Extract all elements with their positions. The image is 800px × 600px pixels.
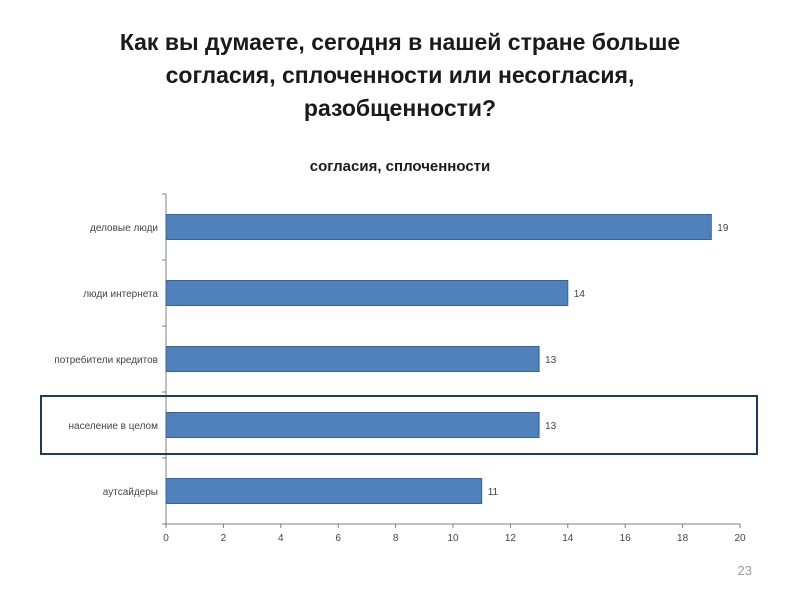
data-label: 19 <box>717 223 729 234</box>
data-label: 11 <box>488 487 499 498</box>
slide-title: Как вы думаете, сегодня в нашей стране б… <box>40 26 760 125</box>
bar <box>165 412 540 438</box>
x-tick-label: 10 <box>447 533 459 544</box>
slide-title-line-3: разобщенности? <box>303 95 497 121</box>
slide-title-line-1: Как вы думаете, сегодня в нашей стране б… <box>119 29 681 55</box>
category-label: деловые люди <box>90 223 158 234</box>
bar <box>165 280 569 306</box>
data-label: 13 <box>545 355 557 366</box>
data-label: 14 <box>574 289 586 300</box>
x-tick-label: 14 <box>562 533 574 544</box>
highlight-frame <box>40 395 758 455</box>
x-tick-label: 4 <box>278 533 284 544</box>
x-tick-label: 12 <box>505 533 517 544</box>
category-label: население в целом <box>69 421 159 432</box>
category-label: аутсайдеры <box>103 487 158 498</box>
bar <box>165 214 712 240</box>
x-tick-label: 16 <box>620 533 632 544</box>
x-tick-label: 2 <box>221 533 227 544</box>
x-tick-label: 6 <box>335 533 341 544</box>
chart-title: согласия, сплоченности <box>309 158 491 175</box>
data-label: 13 <box>545 421 557 432</box>
category-label: потребители кредитов <box>54 354 158 366</box>
x-tick-label: 18 <box>677 533 689 544</box>
x-tick-label: 8 <box>393 533 399 544</box>
x-tick-label: 0 <box>163 533 169 544</box>
bar <box>165 346 540 372</box>
slide-title-line-2: согласия, сплоченности или несогласия, <box>165 62 635 88</box>
page-number: 23 <box>737 563 752 578</box>
x-tick-label: 20 <box>734 533 746 544</box>
category-label: люди интернета <box>83 289 158 300</box>
bar <box>165 478 483 504</box>
